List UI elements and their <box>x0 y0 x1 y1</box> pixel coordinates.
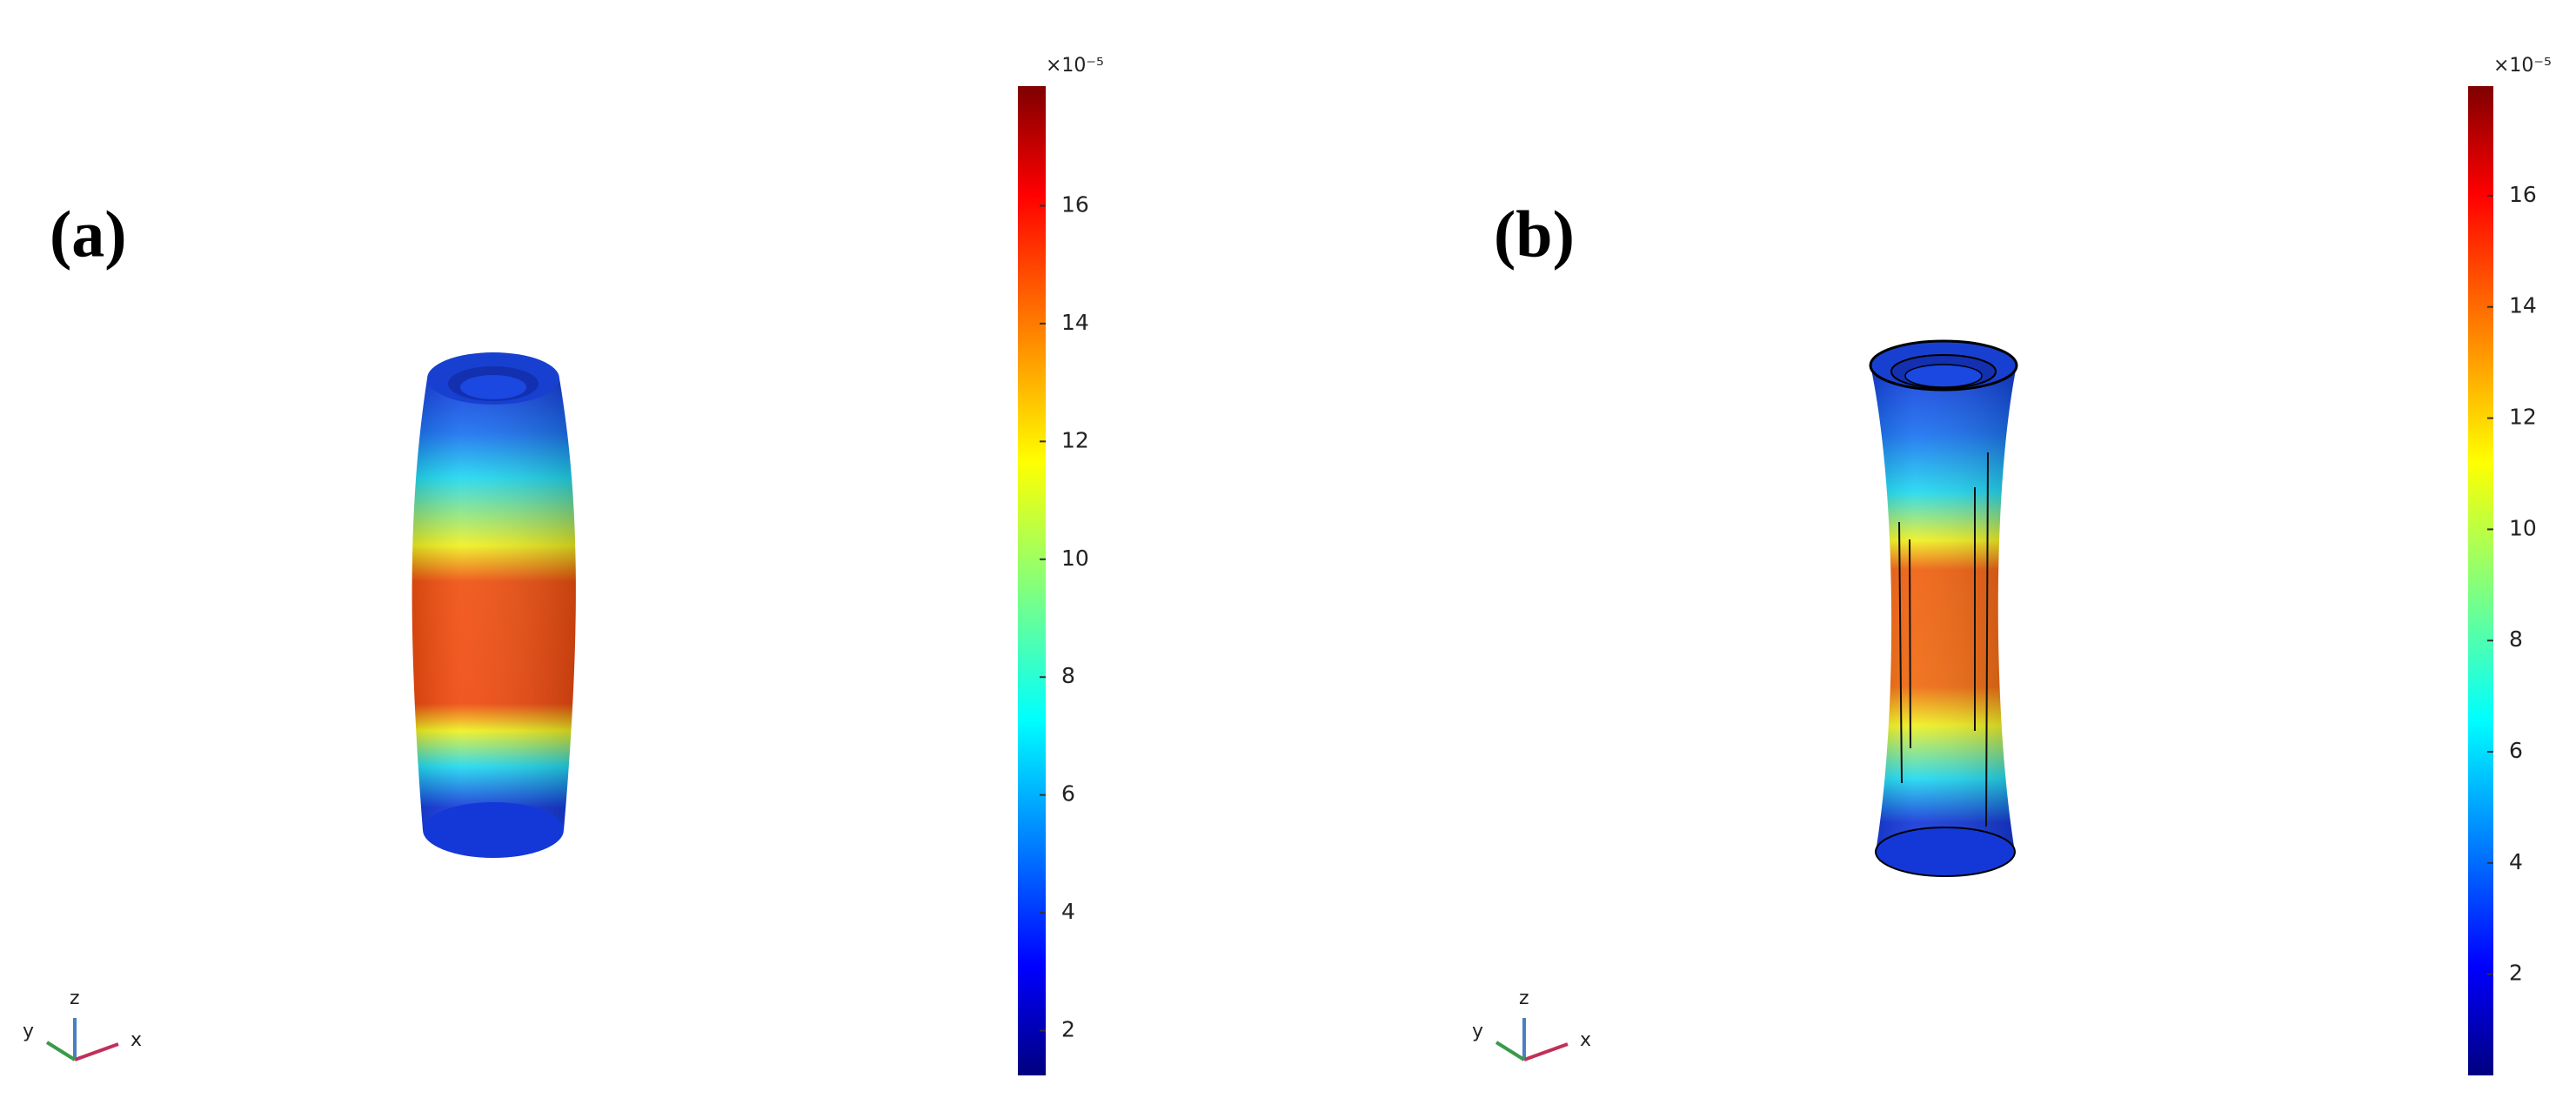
axis-label: y <box>1472 1021 1483 1042</box>
axis-label: x <box>130 1029 142 1051</box>
tick-label: 12 <box>1061 427 1089 452</box>
tick-label: 6 <box>1061 781 1075 807</box>
tick-label: 12 <box>2509 405 2537 430</box>
axis-label: y <box>23 1021 34 1042</box>
colorbar <box>1018 86 1046 1075</box>
tick-label: 10 <box>2509 515 2537 540</box>
tick-label: 4 <box>2509 849 2523 874</box>
tick-label: 16 <box>1061 191 1089 217</box>
tick-label: 6 <box>2509 738 2523 763</box>
axis-label: x <box>1580 1029 1591 1051</box>
tick-label: 14 <box>2509 293 2537 318</box>
barrel-shape <box>411 352 576 858</box>
axis-triad: z x y <box>23 988 142 1061</box>
axis-label: z <box>1519 988 1529 1009</box>
tick-label: 8 <box>2509 626 2523 652</box>
tick-label: 2 <box>1061 1017 1075 1042</box>
tick-label: 4 <box>1061 899 1075 924</box>
tick-label: 2 <box>2509 961 2523 986</box>
hourglass-shape <box>1869 339 2018 877</box>
tick-label: 8 <box>1061 663 1075 688</box>
tick-label: 14 <box>1061 310 1089 335</box>
tick-label: 16 <box>2509 182 2537 207</box>
colorbar <box>2468 86 2493 1075</box>
colorbar-multiplier: ×10⁻⁵ <box>1046 55 1104 77</box>
axis-triad: z x y <box>1472 988 1591 1061</box>
colorbar-multiplier: ×10⁻⁵ <box>2493 55 2552 77</box>
axis-label: z <box>70 988 80 1009</box>
panel-label: (a) <box>50 198 127 271</box>
panel-label: (b) <box>1494 198 1575 271</box>
tick-label: 10 <box>1061 546 1089 571</box>
